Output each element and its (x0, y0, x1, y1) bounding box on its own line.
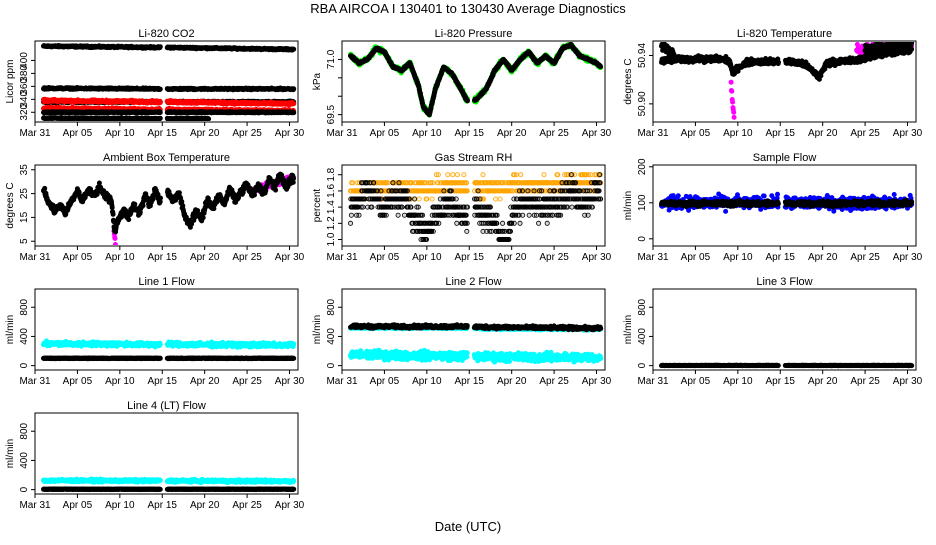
series-black-320 (41, 109, 295, 115)
x-tick-label: Apr 10 (412, 128, 442, 139)
data-point (292, 87, 296, 91)
x-tick-label: Apr 05 (370, 128, 400, 139)
y-tick-label: 69.5 (326, 104, 337, 124)
x-tick-label: Apr 25 (232, 128, 262, 139)
data-point (158, 110, 162, 114)
x-tick-label: Apr 30 (582, 128, 612, 139)
series-points (348, 41, 602, 117)
series-black-356 (41, 85, 295, 92)
y-axis-label: Licor ppm (5, 60, 16, 104)
panel-title: Li-820 Pressure (435, 28, 513, 40)
data-point (207, 117, 211, 121)
x-tick-label: Apr 05 (63, 128, 93, 139)
x-tick-label: Apr 20 (190, 128, 220, 139)
data-point (158, 100, 162, 104)
x-tick-label: Mar 31 (326, 128, 358, 139)
x-tick-label: Apr 15 (148, 128, 178, 139)
x-tick-label: Apr 15 (455, 128, 485, 139)
x-tick-label: Apr 10 (105, 128, 135, 139)
data-point (158, 45, 162, 49)
figure-xlabel: Date (UTC) (435, 519, 501, 534)
panel-2: Li-820 Pressure Mar 31 Apr 05 Apr 10 Apr 15 A… (312, 28, 612, 139)
series-ref-high (41, 43, 295, 52)
data-point (292, 111, 296, 115)
figure-title: RBA AIRCOA I 130401 to 130430 Average Di… (310, 1, 626, 16)
data-point (292, 102, 296, 106)
x-tick-label: Apr 30 (275, 128, 305, 139)
series-black-310 (41, 116, 210, 122)
series-points (41, 43, 295, 121)
y-axis-label: kPa (312, 72, 323, 90)
y-tick-label: 71.0 (326, 49, 337, 69)
y-tick-label: 400 (19, 52, 30, 69)
x-tick-label: Apr 20 (497, 128, 527, 139)
data-point (158, 116, 162, 120)
x-tick-label: Apr 25 (539, 128, 569, 139)
panels-group: Li-820 CO2 Mar 31 Apr 05 Apr 10 Apr 15 Apr 20… (5, 28, 923, 511)
data-point (292, 47, 296, 51)
panel-1: Li-820 CO2 Mar 31 Apr 05 Apr 10 Apr 15 Apr 20… (5, 28, 305, 139)
panel-title: Li-820 CO2 (138, 28, 194, 40)
data-point (158, 87, 162, 91)
x-tick-label: Mar 31 (19, 128, 51, 139)
